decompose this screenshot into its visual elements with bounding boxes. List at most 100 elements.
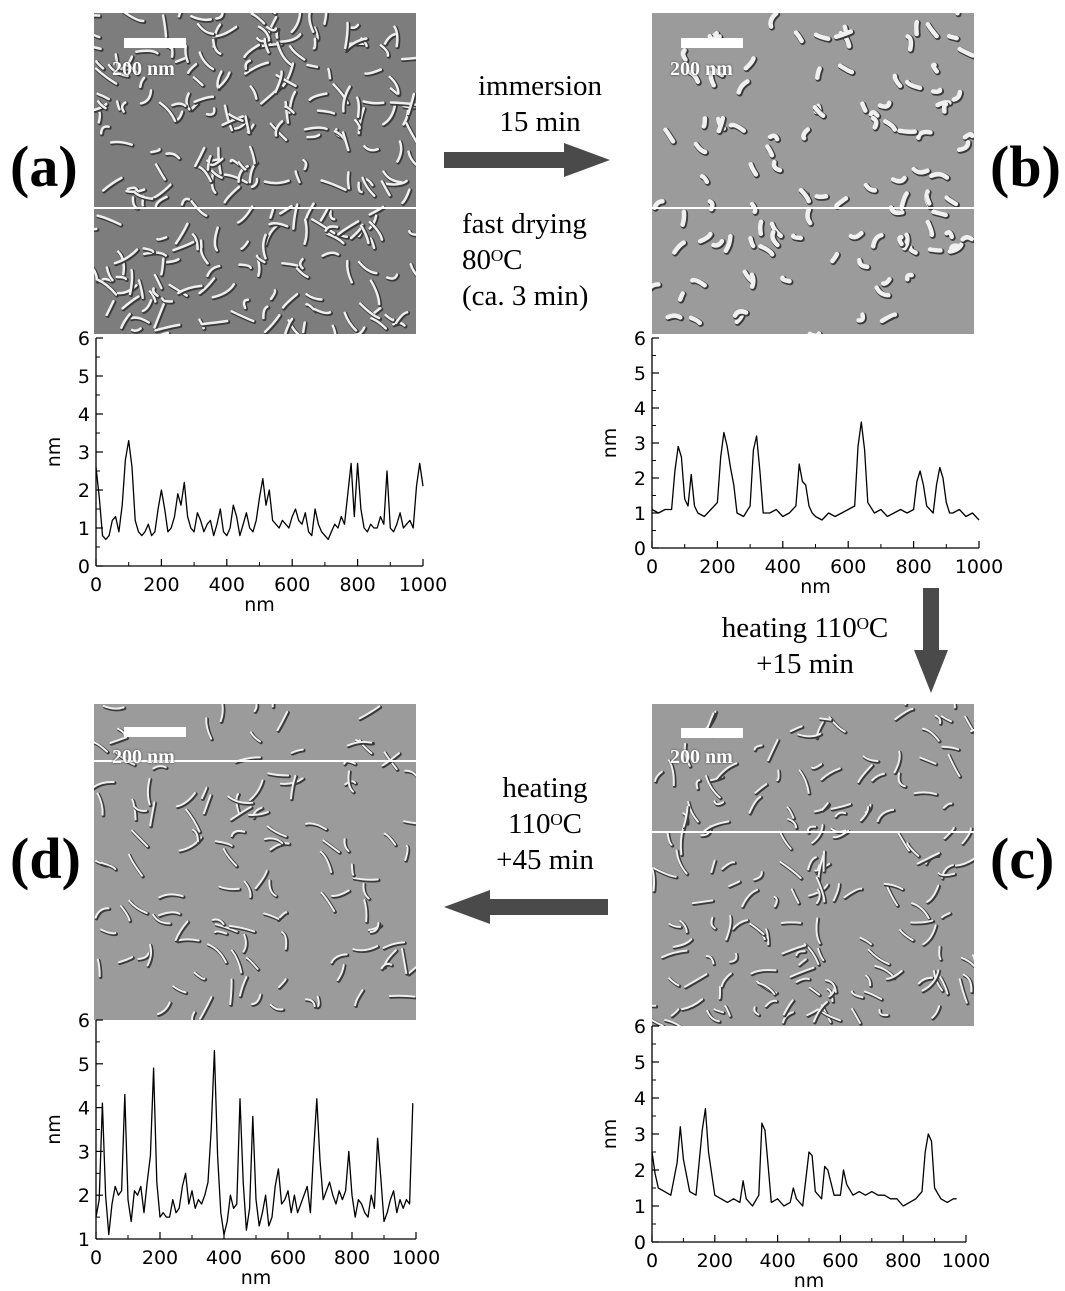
x-tick-label-b: 800 — [895, 556, 931, 578]
afm-feature — [290, 748, 304, 754]
x-tick-label-b: 200 — [699, 556, 735, 578]
afm-feature — [369, 921, 380, 934]
afm-feature — [263, 179, 290, 185]
afm-feature — [243, 880, 252, 898]
afm-texture-b — [652, 13, 974, 334]
afm-feature-shadow — [672, 938, 694, 950]
afm-feature — [699, 174, 710, 185]
afm-feature — [324, 225, 339, 232]
afm-feature — [701, 116, 708, 129]
afm-feature — [268, 222, 289, 228]
afm-feature — [753, 871, 763, 881]
afm-feature — [728, 880, 741, 888]
afm-feature — [180, 197, 191, 206]
afm-feature — [141, 299, 153, 313]
afm-feature — [368, 214, 378, 230]
afm-feature — [870, 232, 884, 249]
afm-feature — [765, 144, 775, 158]
afm-feature — [174, 920, 189, 941]
afm-feature — [250, 177, 259, 189]
afm-feature — [754, 783, 768, 794]
afm-feature — [383, 179, 408, 186]
afm-feature — [652, 199, 665, 210]
afm-feature-shadow — [782, 1011, 796, 1026]
y-tick-label-d: 4 — [78, 1098, 90, 1120]
afm-feature — [821, 802, 829, 811]
afm-feature — [710, 859, 716, 874]
afm-feature-shadow — [191, 1011, 197, 1020]
afm-feature — [146, 777, 151, 806]
afm-feature — [832, 883, 840, 902]
step-c-d-line3: +45 min — [496, 844, 594, 876]
afm-feature — [240, 240, 250, 250]
afm-feature — [394, 311, 409, 325]
afm-feature — [970, 728, 974, 733]
afm-feature — [408, 229, 416, 236]
afm-feature — [797, 732, 822, 738]
afm-feature — [101, 277, 113, 283]
afm-feature — [833, 29, 854, 40]
afm-feature — [770, 229, 780, 248]
profile-series-a — [95, 439, 424, 541]
afm-feature — [115, 100, 121, 111]
afm-feature — [654, 770, 663, 782]
afm-feature — [749, 272, 756, 289]
afm-feature — [857, 764, 873, 783]
afm-feature-shadow — [795, 950, 808, 958]
afm-feature — [161, 297, 174, 303]
afm-feature — [279, 33, 302, 43]
afm-feature — [910, 919, 934, 924]
y-tick-label-b: 5 — [634, 363, 646, 385]
afm-feature — [151, 287, 159, 298]
afm-feature — [222, 848, 238, 867]
afm-feature — [899, 929, 914, 942]
afm-feature — [354, 989, 364, 1007]
afm-feature — [780, 275, 792, 284]
afm-feature — [382, 170, 403, 184]
afm-feature — [209, 157, 224, 167]
afm-feature — [205, 717, 213, 740]
afm-feature — [753, 1006, 760, 1016]
afm-feature — [407, 150, 416, 167]
afm-feature — [665, 313, 683, 320]
afm-feature — [848, 230, 864, 240]
afm-feature — [757, 219, 764, 237]
afm-feature — [939, 976, 949, 995]
afm-feature — [343, 311, 358, 332]
afm-feature — [859, 805, 870, 822]
afm-feature — [198, 51, 215, 71]
x-tick-label-b: 600 — [830, 556, 866, 578]
afm-feature-shadow — [789, 966, 817, 980]
afm-feature — [115, 275, 128, 281]
profile-chart-c: 0 1 2 3 4 5 6 0 200 400 600 800 1000 nm nm — [599, 1016, 990, 1291]
x-tick-label-d: 800 — [334, 1247, 370, 1269]
afm-feature — [174, 57, 186, 63]
afm-feature — [389, 101, 416, 107]
afm-feature — [951, 89, 963, 102]
afm-feature-shadow — [358, 705, 383, 722]
y-tick-label-a: 1 — [78, 518, 90, 540]
afm-feature — [947, 33, 959, 41]
afm-feature — [302, 159, 308, 171]
afm-feature — [957, 46, 974, 58]
x-tick-label-c: 1000 — [942, 1250, 990, 1272]
afm-feature — [176, 938, 200, 942]
afm-feature-shadow — [922, 924, 939, 947]
afm-feature — [653, 867, 677, 878]
afm-feature — [860, 101, 868, 113]
afm-feature-shadow — [251, 993, 264, 1007]
scalebar-d — [124, 727, 186, 737]
afm-feature — [890, 175, 907, 184]
afm-feature — [964, 715, 974, 734]
afm-feature — [786, 806, 795, 819]
afm-feature — [812, 1000, 828, 1023]
afm-feature-shadow — [276, 711, 290, 733]
afm-feature — [729, 952, 738, 963]
afm-feature-shadow — [401, 188, 413, 206]
afm-feature-shadow — [284, 317, 296, 334]
afm-feature — [798, 769, 810, 794]
afm-feature — [940, 715, 953, 723]
afm-feature — [807, 856, 817, 871]
afm-feature-shadow — [254, 870, 270, 892]
afm-feature — [396, 140, 403, 163]
